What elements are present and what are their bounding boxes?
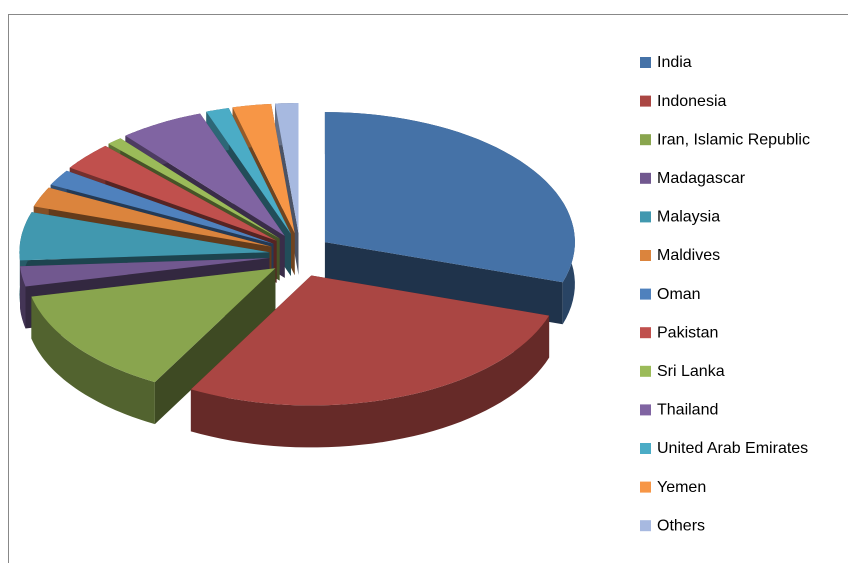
- slice: [190, 275, 550, 406]
- legend-swatch: [640, 481, 651, 493]
- slice-wall: [324, 242, 563, 325]
- slice: [324, 112, 575, 283]
- legend-swatch: [640, 172, 651, 184]
- legend-label: Maldives: [657, 247, 720, 264]
- legend-label: Pakistan: [657, 324, 718, 341]
- slice: [232, 103, 295, 234]
- slice: [33, 187, 272, 247]
- legend-label: Yemen: [657, 479, 706, 496]
- legend-swatch: [640, 211, 651, 223]
- slice: [50, 170, 274, 244]
- legend-label: Thailand: [657, 402, 718, 419]
- legend-label: Iran, Islamic Republic: [657, 131, 810, 148]
- legend-swatch: [640, 288, 651, 300]
- legend-label: Others: [657, 517, 705, 534]
- slice-side: [20, 266, 26, 329]
- legend-label: Indonesia: [657, 93, 726, 110]
- legend-swatch: [640, 95, 651, 107]
- slice: [108, 138, 280, 239]
- legend-label: United Arab Emirates: [657, 440, 808, 457]
- slice: [275, 103, 299, 233]
- legend-label: Malaysia: [657, 209, 720, 226]
- legend-swatch: [640, 404, 651, 416]
- legend-label: India: [657, 54, 692, 71]
- slice: [19, 212, 270, 261]
- slice: [206, 108, 291, 234]
- legend-swatch: [640, 327, 651, 339]
- slice: [20, 258, 270, 287]
- legend-swatch: [640, 365, 651, 377]
- legend-swatch: [640, 443, 651, 454]
- slice-side: [31, 296, 155, 425]
- legend-label: Madagascar: [657, 170, 746, 187]
- legend-swatch: [640, 134, 651, 146]
- legend-swatch: [640, 250, 651, 261]
- slice: [31, 268, 276, 383]
- legend-label: Sri Lanka: [657, 363, 725, 380]
- legend-label: Oman: [657, 286, 701, 303]
- slice: [69, 145, 277, 241]
- legend-swatch: [640, 57, 651, 68]
- slice-side: [190, 315, 550, 448]
- legend-swatch: [640, 520, 651, 532]
- slice: [125, 113, 285, 236]
